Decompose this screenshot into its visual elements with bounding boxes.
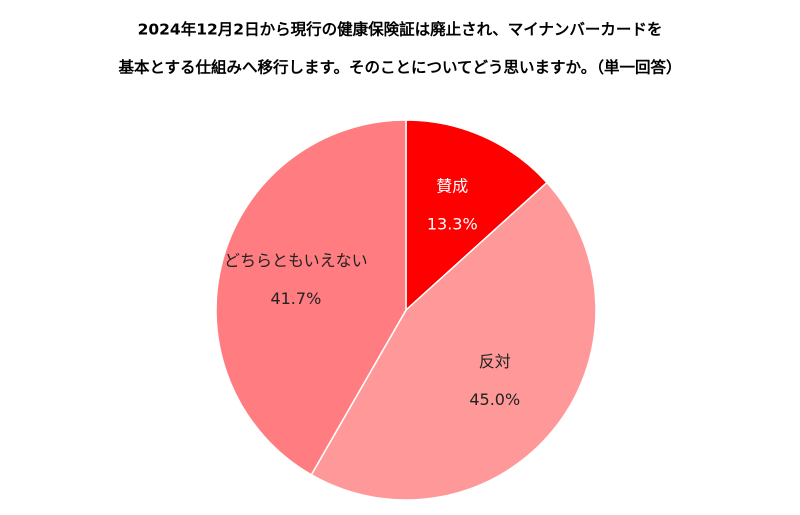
value-label: 45.0%: [469, 390, 520, 409]
pie-slice: [310, 181, 597, 501]
pie-slice: [215, 119, 407, 476]
slice-label: 賛成: [436, 176, 468, 195]
chart-title: 基本とする仕組みへ移行します。そのことについてどう思いますか。（単一回答）: [118, 58, 682, 77]
value-label: 13.3%: [427, 214, 478, 233]
chart-title: 2024年12月2日から現行の健康保険証は廃止され、マイナンバーカードを: [138, 20, 663, 39]
slice-label: どちらともいえない: [224, 251, 368, 270]
slice-label: 反対: [479, 352, 511, 371]
pie-slice: [405, 119, 548, 312]
value-label: 41.7%: [270, 289, 321, 308]
